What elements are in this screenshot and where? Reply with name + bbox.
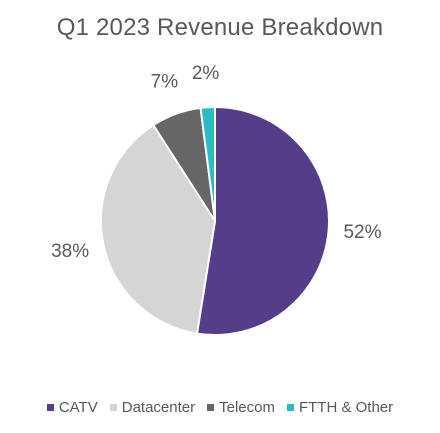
chart-title: Q1 2023 Revenue Breakdown xyxy=(56,14,384,41)
legend-label: Datacenter xyxy=(121,399,196,416)
legend-label: FTTH & Other xyxy=(298,399,394,416)
legend-swatch xyxy=(207,404,215,411)
legend-item-catv: CATV xyxy=(46,399,98,416)
data-label-catv: 52% xyxy=(343,222,381,243)
pie-slice-ftth-other xyxy=(199,105,216,222)
data-label-telecom: 7% xyxy=(151,71,179,92)
legend-item-ftth-other: FTTH & Other xyxy=(286,399,394,416)
pie-slice-catv xyxy=(195,105,330,336)
legend-item-datacenter: Datacenter xyxy=(109,399,196,416)
legend-swatch xyxy=(109,404,117,411)
legend-swatch xyxy=(46,404,54,411)
legend-label: Telecom xyxy=(219,399,275,416)
data-label-ftth-other: 2% xyxy=(192,63,220,84)
data-label-datacenter: 38% xyxy=(51,241,89,262)
legend-label: CATV xyxy=(58,399,98,416)
legend-item-telecom: Telecom xyxy=(207,399,275,416)
legend-swatch xyxy=(286,404,294,411)
chart-legend: CATV Datacenter Telecom FTTH & Other xyxy=(0,399,440,416)
